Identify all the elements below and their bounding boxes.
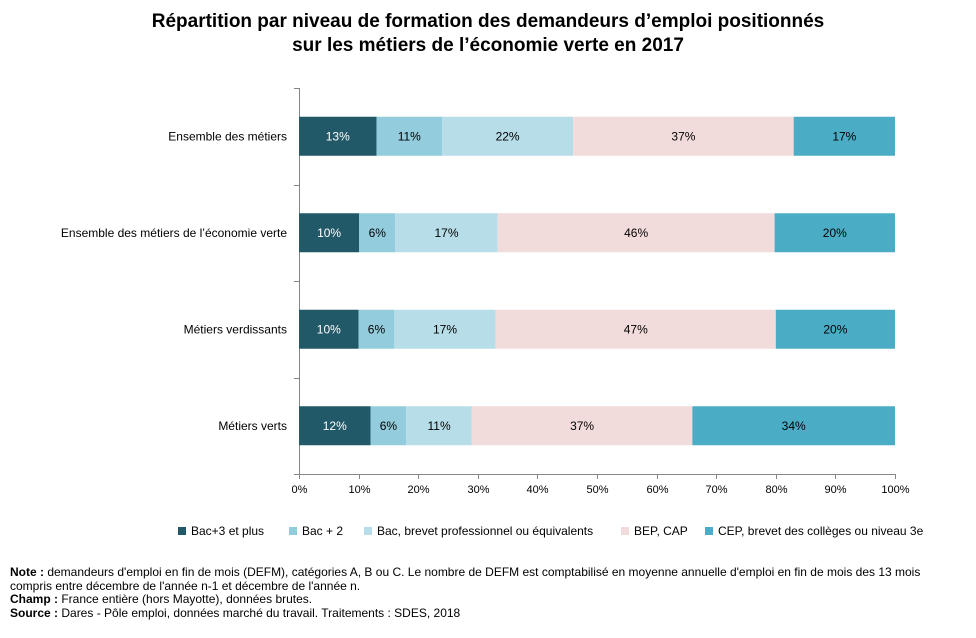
x-tick-label: 100% — [881, 484, 909, 496]
chart-title: Répartition par niveau de formation des … — [0, 10, 976, 58]
bar-value-label: 17% — [433, 322, 457, 336]
legend-swatch — [621, 527, 629, 535]
bar-value-label: 10% — [317, 322, 341, 336]
bar-value-label: 22% — [496, 129, 520, 143]
legend-label: Bac + 2 — [302, 524, 344, 538]
bar-value-label: 11% — [427, 419, 450, 433]
champ-line: Champ : France entière (hors Mayotte), d… — [10, 592, 946, 607]
bar-value-label: 6% — [369, 226, 387, 240]
bar-value-label: 37% — [671, 129, 695, 143]
x-tick-label: 80% — [765, 484, 787, 496]
legend-item: Bac, brevet professionnel ou équivalents — [364, 524, 593, 538]
bar-segment — [299, 116, 377, 156]
bar-segment — [497, 213, 775, 253]
bar-segment — [442, 116, 574, 156]
bar-segment — [299, 213, 360, 253]
x-tick-label: 90% — [824, 484, 846, 496]
bar-segment — [299, 406, 371, 446]
chart-title-line-1: Répartition par niveau de formation des … — [151, 11, 825, 32]
legend-label: Bac, brevet professionnel ou équivalents — [377, 524, 594, 538]
bar-segment — [395, 213, 498, 253]
note-label: Note : — [10, 565, 44, 579]
bar-segment — [793, 116, 895, 156]
bar-value-label: 13% — [326, 129, 350, 143]
bar-segment — [394, 309, 496, 349]
source-label: Source : — [10, 605, 59, 620]
legend-item: CEP, brevet des collèges ou niveau 3e — [705, 524, 923, 538]
x-tick-label: 40% — [526, 484, 548, 496]
legend-swatch — [364, 527, 372, 535]
bar-segment — [774, 213, 895, 253]
legend-swatch — [289, 527, 297, 535]
bar-value-label: 17% — [832, 129, 856, 143]
bar-segment — [495, 309, 776, 349]
chart-title-line-2: sur les métiers de l’économie verte en 2… — [292, 35, 684, 56]
x-tick-label: 50% — [586, 484, 608, 496]
champ-text: France entière (hors Mayotte), données b… — [58, 592, 313, 606]
bar-segment — [358, 309, 395, 349]
bar-value-label: 6% — [368, 322, 386, 336]
bar-segment — [573, 116, 794, 156]
bar-segment — [299, 309, 359, 349]
bar-value-label: 6% — [380, 419, 398, 433]
category-label: Métiers verdissants — [184, 322, 287, 336]
bar-value-label: 12% — [323, 419, 347, 433]
bar-value-label: 11% — [398, 129, 421, 143]
legend-item: Bac + 2 — [289, 524, 343, 538]
bar-value-label: 47% — [624, 322, 648, 336]
source-line: Source : Dares - Pôle emploi, données ma… — [10, 605, 946, 621]
bar-segment — [692, 406, 895, 446]
chart-legend: Bac+3 et plus Bac + 2 Bac, brevet professi… — [0, 524, 976, 540]
legend-item: BEP, CAP — [621, 524, 688, 538]
bar-value-label: 10% — [317, 226, 341, 240]
category-label: Métiers verts — [218, 419, 287, 433]
bar-segment — [406, 406, 472, 446]
legend-swatch — [705, 527, 713, 535]
x-tick-label: 10% — [348, 484, 370, 496]
note-line: Note : demandeurs d'emploi en fin de moi… — [10, 565, 946, 593]
bar-segment — [370, 406, 407, 446]
bar-value-label: 20% — [823, 322, 847, 336]
x-tick-label: 70% — [705, 484, 727, 496]
bar-segment — [775, 309, 895, 349]
x-tick-label: 0% — [292, 484, 308, 496]
legend-label: Bac+3 et plus — [191, 524, 265, 538]
legend-label: BEP, CAP — [634, 524, 688, 538]
bar-value-label: 20% — [823, 226, 847, 240]
bar-segment — [471, 406, 693, 446]
x-tick-label: 60% — [646, 484, 668, 496]
stacked-bar-chart: 0% 10% 20% 30% 40% 50% 60% 70% 80% 90% 100% Ensembl… — [61, 88, 910, 496]
legend-item: Bac+3 et plus — [178, 524, 264, 538]
bar-segment — [376, 116, 443, 156]
bar-value-label: 34% — [782, 419, 806, 433]
champ-label: Champ : — [10, 592, 58, 606]
x-tick-label: 20% — [407, 484, 429, 496]
x-tick-label: 30% — [467, 484, 489, 496]
source-text: Dares - Pôle emploi, données marché du t… — [58, 605, 461, 620]
bar-value-label: 37% — [570, 419, 594, 433]
bar-value-label: 17% — [434, 226, 458, 240]
note-text: demandeurs d'emploi en fin de mois (DEFM… — [10, 565, 921, 593]
bar-segment — [359, 213, 396, 253]
chart-notes: Note : demandeurs d'emploi en fin de moi… — [10, 565, 946, 621]
legend-label: CEP, brevet des collèges ou niveau 3e — [718, 524, 924, 538]
category-label: Ensemble des métiers de l’économie verte — [61, 226, 287, 240]
category-label: Ensemble des métiers — [168, 129, 287, 143]
bar-value-label: 46% — [624, 226, 648, 240]
legend-swatch — [178, 527, 186, 535]
